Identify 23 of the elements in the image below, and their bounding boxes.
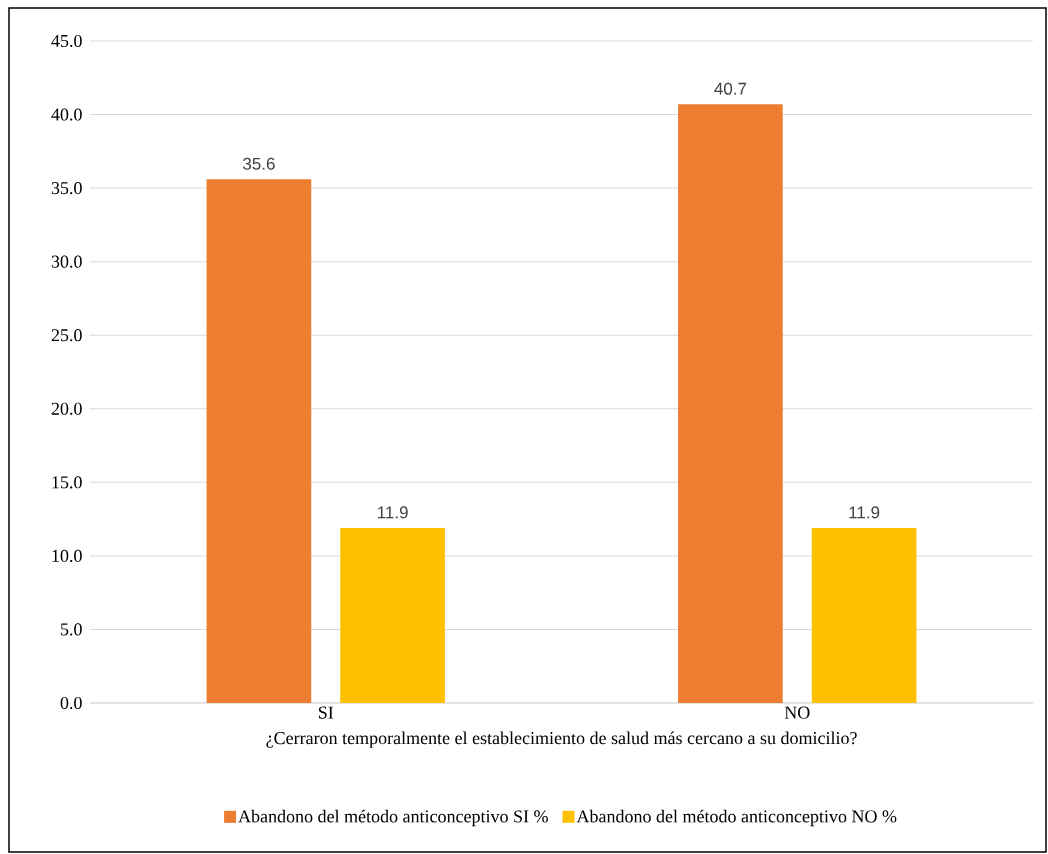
bar: [811, 527, 917, 703]
y-tick-label: 10.0: [52, 549, 82, 562]
x-axis-title: ¿Cerraron temporalmente el establecimiento de salud más cercano a su domicilio?: [266, 731, 857, 748]
x-tick-label: SI: [318, 706, 334, 719]
y-tick-label: 30.0: [51, 255, 82, 268]
y-tick-label: 0.0: [60, 696, 82, 710]
y-tick-label: 25.0: [51, 329, 82, 342]
bar: [206, 179, 312, 703]
legend-label: Abandono del método anticonceptivo SI %: [238, 809, 548, 827]
data-label: 11.9: [849, 506, 880, 519]
bar: [340, 527, 445, 703]
data-label: 40.7: [714, 82, 747, 95]
y-tick-label: 5.0: [61, 623, 82, 636]
y-tick-label: 35.0: [51, 182, 82, 195]
legend-label: Abandono del método anticonceptivo NO %: [576, 809, 897, 827]
y-tick-label: 45.0: [51, 34, 82, 48]
y-tick-label: 15.0: [52, 476, 82, 489]
x-tick-label: NO: [784, 706, 810, 719]
y-tick-label: 40.0: [51, 108, 82, 121]
bar: [678, 104, 783, 703]
y-tick-label: 20.0: [51, 402, 82, 415]
data-label: 35.6: [243, 157, 275, 170]
data-label: 11.9: [377, 506, 408, 519]
